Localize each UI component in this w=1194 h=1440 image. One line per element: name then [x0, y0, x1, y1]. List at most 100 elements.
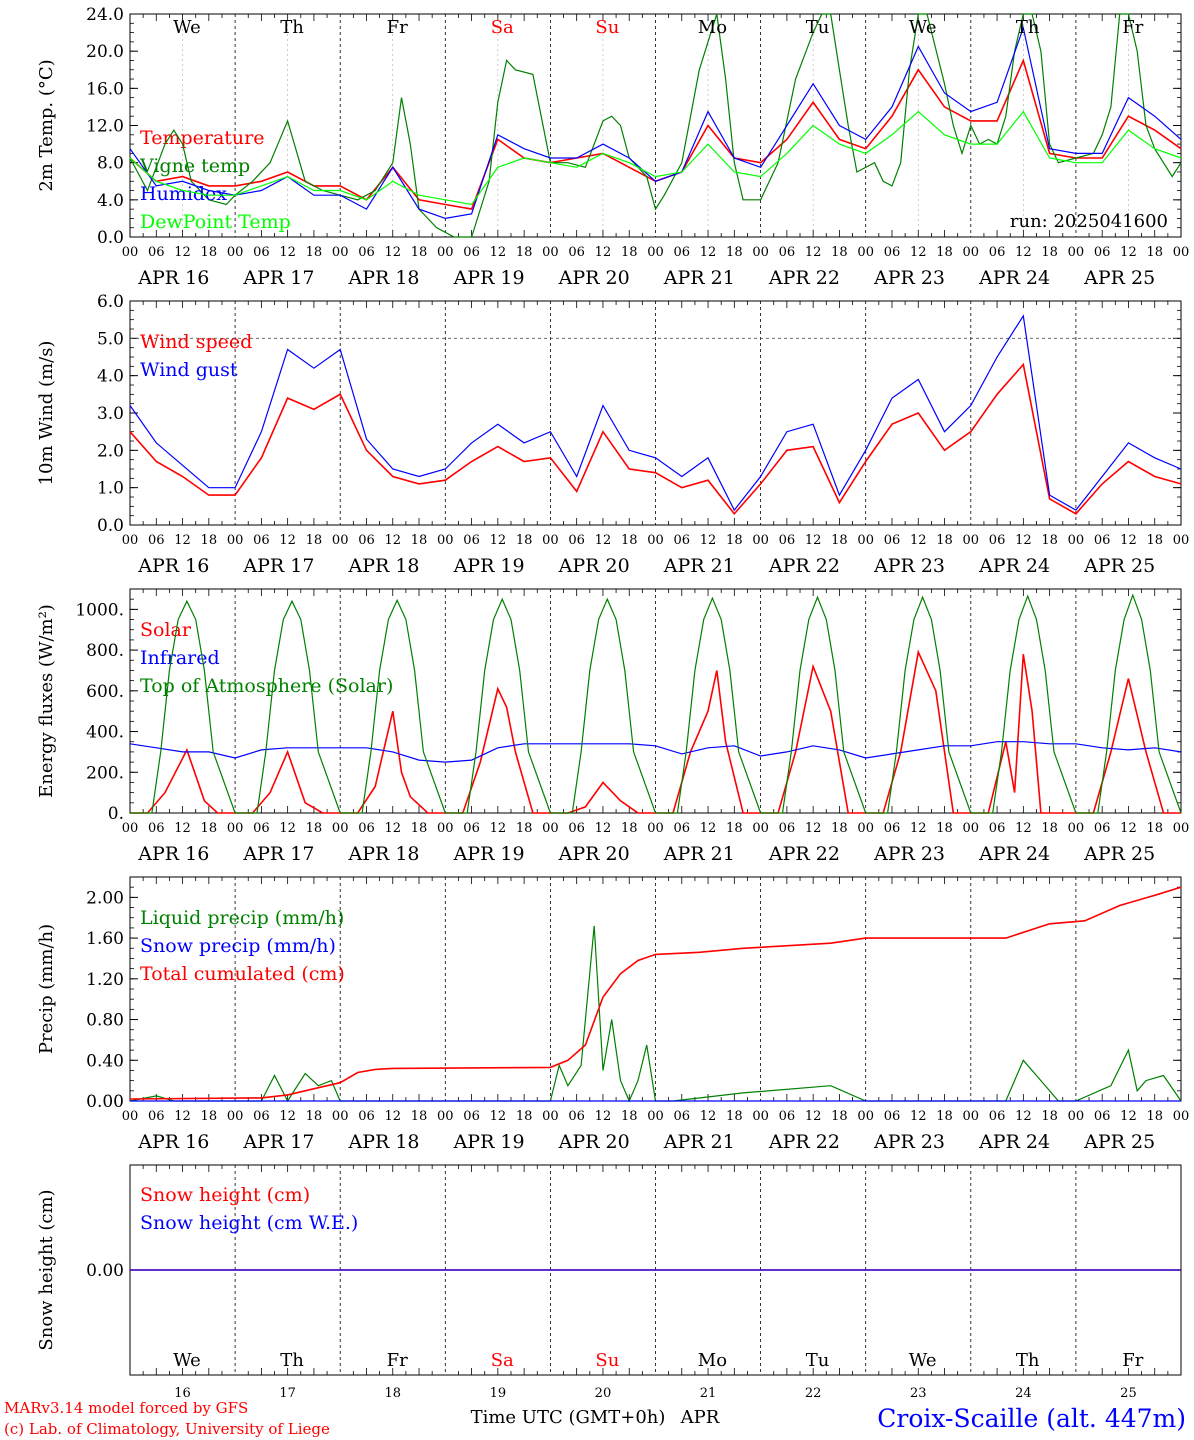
hour-tick-label: 00 — [857, 821, 874, 836]
hour-tick-label: 18 — [1041, 533, 1058, 548]
hour-tick-label: 18 — [411, 245, 428, 260]
date-label: APR 16 — [137, 267, 209, 289]
hour-tick-label: 12 — [279, 533, 296, 548]
weekday-label: We — [173, 17, 201, 38]
date-label: APR 23 — [873, 1131, 945, 1153]
legend-entry: DewPoint Temp — [140, 211, 291, 233]
weekday-label: Tu — [806, 17, 830, 38]
hour-tick-label: 18 — [726, 245, 743, 260]
hour-tick-label: 00 — [963, 245, 980, 260]
weekday-label: We — [909, 1350, 937, 1371]
hour-tick-label: 12 — [1015, 821, 1032, 836]
hour-tick-label: 12 — [805, 821, 822, 836]
y-tick-label: 1000. — [75, 600, 124, 620]
y-tick-label: 8.0 — [97, 154, 124, 174]
hour-tick-label: 00 — [1068, 533, 1085, 548]
hour-tick-label: 00 — [542, 245, 559, 260]
date-label: APR 24 — [978, 843, 1050, 865]
date-label: APR 20 — [558, 267, 630, 289]
hour-tick-label: 18 — [411, 533, 428, 548]
y-tick-label: 24.0 — [86, 5, 124, 25]
y-tick-label: 2.00 — [86, 888, 124, 908]
hour-tick-label: 00 — [1068, 245, 1085, 260]
date-label: APR 16 — [137, 843, 209, 865]
hour-tick-label: 18 — [411, 821, 428, 836]
hour-tick-label: 06 — [148, 245, 165, 260]
hour-tick-label: 00 — [963, 1109, 980, 1124]
date-label: APR 21 — [663, 1131, 735, 1153]
panel-2: 0.0 1.0 2.0 3.0 4.0 5.0 6.0 10m Wind (m/s) Wind … — [36, 292, 1189, 577]
hour-tick-label: 18 — [726, 821, 743, 836]
hour-tick-label: 18 — [306, 821, 323, 836]
x-axis-label: Time UTC (GMT+0h) — [471, 1407, 666, 1428]
y-tick-label: 0.00 — [86, 1092, 124, 1112]
hour-tick-label: 18 — [1146, 1109, 1163, 1124]
hour-tick-label: 00 — [857, 533, 874, 548]
date-label: APR 17 — [242, 267, 314, 289]
hour-tick-label: 18 — [516, 1109, 533, 1124]
hour-tick-label: 06 — [1094, 245, 1111, 260]
y-tick-label: 600. — [86, 682, 124, 702]
date-label: APR 20 — [558, 555, 630, 577]
hour-tick-label: 00 — [332, 1109, 349, 1124]
date-label: APR 23 — [873, 555, 945, 577]
hour-tick-label: 06 — [674, 245, 691, 260]
legend-entry: Temperature — [140, 127, 264, 149]
hour-tick-label: 12 — [279, 1109, 296, 1124]
hour-tick-label: 12 — [490, 245, 507, 260]
run-annotation: run: 2025041600 — [1010, 211, 1168, 232]
panel-1: 0.0 4.0 8.0 12.0 16.0 20.0 24.0 2m Temp. (°C) Te… — [36, 5, 1189, 289]
date-label: APR 18 — [347, 843, 419, 865]
weekday-label: Th — [280, 1350, 304, 1371]
hour-tick-label: 18 — [831, 533, 848, 548]
panel-4: 0.00 0.40 0.80 1.20 1.60 2.00 Precip (mm/h) Liq… — [36, 876, 1189, 1153]
hour-tick-label: 06 — [1094, 1109, 1111, 1124]
weekday-label: We — [173, 1350, 201, 1371]
hour-tick-label: 06 — [568, 245, 585, 260]
hour-tick-label: 00 — [963, 533, 980, 548]
hour-tick-label: 12 — [1120, 1109, 1137, 1124]
hour-tick-label: 12 — [1015, 1109, 1032, 1124]
date-label: APR 18 — [347, 267, 419, 289]
hour-tick-label: 06 — [779, 245, 796, 260]
date-label: APR 25 — [1083, 267, 1155, 289]
hour-tick-label: 18 — [516, 821, 533, 836]
hour-tick-label: 00 — [122, 821, 139, 836]
hour-tick-label: 06 — [779, 533, 796, 548]
hour-tick-label: 06 — [253, 1109, 270, 1124]
y-tick-label: 1.60 — [86, 929, 124, 949]
day-number-label: 19 — [490, 1386, 507, 1401]
hour-tick-label: 12 — [1015, 245, 1032, 260]
plot-frame — [129, 300, 1182, 526]
hour-tick-label: 06 — [463, 245, 480, 260]
hour-tick-label: 00 — [542, 821, 559, 836]
hour-tick-label: 06 — [989, 245, 1006, 260]
hour-tick-label: 06 — [253, 533, 270, 548]
day-number-label: 24 — [1015, 1386, 1032, 1401]
hour-tick-label: 12 — [490, 533, 507, 548]
y-tick-label: 400. — [86, 723, 124, 743]
y-tick-label: 4.0 — [97, 367, 124, 387]
hour-tick-label: 00 — [332, 821, 349, 836]
weekday-label: Su — [595, 17, 619, 38]
hour-tick-label: 18 — [1041, 821, 1058, 836]
hour-tick-label: 00 — [437, 533, 454, 548]
hour-tick-label: 00 — [437, 821, 454, 836]
hour-tick-label: 18 — [1041, 1109, 1058, 1124]
hour-tick-label: 06 — [463, 1109, 480, 1124]
y-tick-label: 0.0 — [97, 516, 124, 536]
date-label: APR 16 — [137, 555, 209, 577]
date-label: APR 25 — [1083, 555, 1155, 577]
date-label: APR 23 — [873, 843, 945, 865]
hour-tick-label: 12 — [384, 533, 401, 548]
hour-tick-label: 18 — [1146, 245, 1163, 260]
weekday-label: Sa — [491, 1350, 514, 1371]
date-label: APR 22 — [768, 1131, 840, 1153]
hour-tick-label: 06 — [358, 1109, 375, 1124]
hour-tick-label: 06 — [568, 533, 585, 548]
hour-tick-label: 06 — [568, 1109, 585, 1124]
y-tick-label: 16.0 — [86, 79, 124, 99]
hour-tick-label: 06 — [253, 245, 270, 260]
hour-tick-label: 18 — [411, 1109, 428, 1124]
hour-tick-label: 18 — [306, 533, 323, 548]
